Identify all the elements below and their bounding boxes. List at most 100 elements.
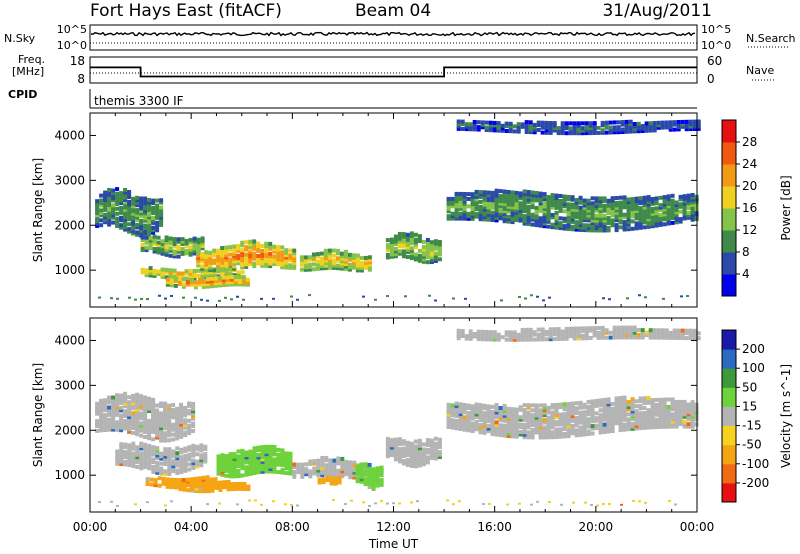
velocity-panel-cell: [578, 430, 583, 435]
power-panel-cell: [666, 219, 671, 224]
power-panel-cell: [490, 190, 495, 195]
power-panel-cell: [196, 251, 201, 256]
power-panel-cell: [526, 199, 531, 204]
power-panel-y-tick-label: 3000: [54, 173, 85, 187]
velocity-panel-cell: [191, 429, 196, 433]
power-panel-cell: [558, 216, 563, 221]
velocity-panel-cell: [238, 484, 243, 489]
velocity-panel-cell: [234, 482, 239, 486]
power-panel-cell: [526, 192, 531, 197]
velocity-panel-cell: [482, 426, 487, 430]
power-panel-cell: [620, 127, 625, 132]
velocity-panel-cell: [375, 476, 380, 481]
velocity-panel-cell: [458, 422, 463, 426]
power-panel-cell: [554, 213, 559, 218]
velocity-panel-cell: [296, 467, 301, 472]
velocity-panel-cell: [115, 422, 120, 427]
velocity-panel-cell: [512, 330, 517, 335]
velocity-panel-cell: [268, 459, 273, 464]
velocity-panel-cell: [578, 428, 583, 432]
power-panel-cell: [690, 197, 695, 202]
power-panel-cell: [632, 124, 637, 129]
velocity-panel-cell: [562, 404, 567, 409]
velocity-panel-cell: [494, 427, 499, 432]
power-panel-cell: [498, 189, 503, 194]
power-panel-cell: [594, 203, 599, 208]
power-panel-cell: [139, 201, 144, 206]
velocity-panel-cell: [385, 444, 390, 449]
velocity-panel-cell: [464, 336, 469, 341]
velocity-panel-cell: [421, 459, 426, 464]
velocity-panel-cell: [328, 463, 333, 468]
velocity-panel-cell: [546, 432, 551, 437]
power-panel-cell: [135, 200, 140, 205]
velocity-panel-cell: [143, 425, 148, 430]
power-panel-cell: [147, 215, 152, 220]
velocity-panel-cell: [220, 468, 225, 472]
velocity-panel-cell: [522, 408, 527, 412]
power-panel-cell: [510, 212, 515, 217]
power-panel-cell: [672, 127, 677, 132]
power-panel-cell: [111, 215, 116, 220]
power-panel-cells: [95, 119, 701, 302]
power-panel-cell: [176, 247, 181, 252]
velocity-panel-cell: [664, 335, 669, 340]
power-panel-cell: [642, 210, 647, 215]
velocity-panel-cell: [234, 486, 239, 491]
velocity-panel-cell: [183, 454, 188, 458]
velocity-panel-cell: [103, 405, 108, 410]
power-panel-cell: [606, 206, 611, 211]
power-panel-cell: [131, 224, 136, 228]
velocity-panel-cell: [682, 402, 687, 407]
velocity-panel-cell: [379, 480, 384, 485]
power-panel-cell: [280, 250, 285, 255]
power-panel-cell: [622, 222, 627, 227]
power-panel-cell: [510, 195, 515, 200]
power-panel-cell: [232, 252, 237, 256]
velocity-panel-cell: [578, 400, 583, 405]
velocity-panel-cell: [498, 430, 503, 435]
velocity-panel-cell: [202, 481, 207, 486]
velocity-panel-cell: [454, 406, 459, 411]
velocity-panel-cell: [163, 457, 168, 461]
power-panel-cell: [139, 203, 144, 208]
velocity-panel-ground-cell: [206, 503, 209, 506]
velocity-colorbar-tick-label: 200: [742, 342, 765, 356]
power-panel-cell: [193, 285, 198, 290]
power-panel-cell: [624, 129, 629, 134]
velocity-panel-cell: [437, 445, 442, 450]
velocity-panel-cell: [486, 429, 491, 434]
power-panel-cell: [155, 213, 160, 218]
power-panel-cell: [524, 120, 529, 125]
power-panel-cell: [564, 131, 569, 136]
power-panel-cell: [646, 224, 651, 229]
power-panel-cell: [622, 205, 627, 210]
velocity-panel-cell: [111, 422, 116, 427]
power-panel-cell: [176, 244, 181, 249]
power-panel-cell: [143, 208, 148, 213]
power-panel-cell: [626, 212, 631, 217]
power-panel-cell: [640, 124, 645, 129]
velocity-panel-cell: [462, 420, 467, 425]
velocity-panel-cell: [486, 406, 491, 411]
power-panel-cell: [618, 220, 623, 225]
power-panel-cell: [217, 275, 222, 280]
velocity-panel-ground-cell: [116, 504, 119, 507]
velocity-panel-cell: [352, 470, 357, 475]
velocity-panel-cell: [562, 434, 567, 439]
velocity-panel-cell: [175, 451, 180, 456]
power-panel-cell: [518, 208, 523, 213]
power-panel-cell: [562, 219, 567, 224]
power-panel-cell: [672, 122, 677, 127]
velocity-panel-cell: [506, 424, 511, 429]
power-panel-cell: [268, 259, 273, 264]
power-panel-cell: [528, 127, 533, 132]
velocity-panel-cell: [566, 424, 571, 429]
velocity-panel-cell: [486, 414, 491, 419]
velocity-panel-cell: [622, 427, 627, 432]
power-panel-cell: [111, 210, 116, 215]
power-panel-cell: [347, 257, 352, 262]
velocity-panel-cell: [139, 451, 144, 456]
velocity-panel-cell: [272, 445, 277, 449]
power-panel-cell: [554, 223, 559, 228]
